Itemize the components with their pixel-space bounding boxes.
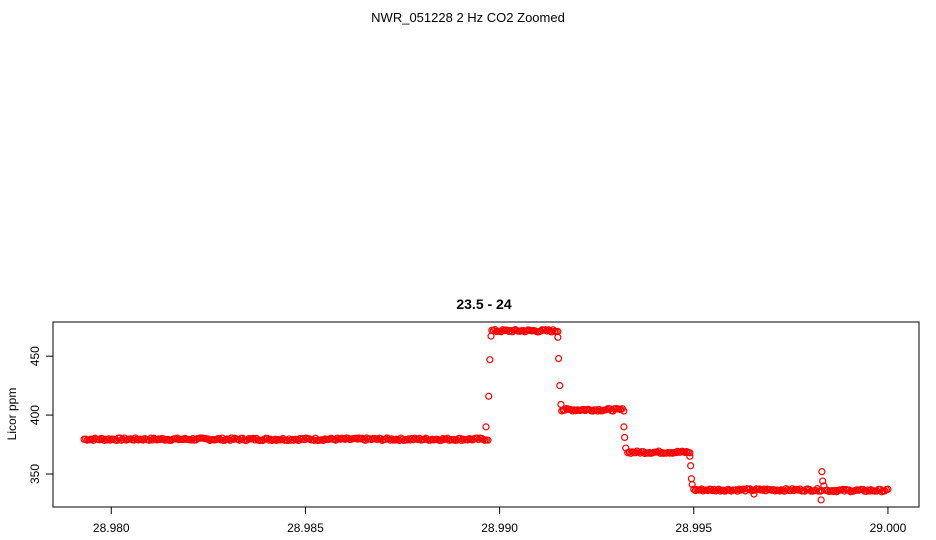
x-tick-label: 29.000: [870, 521, 907, 535]
y-axis-label: Licor ppm: [5, 388, 19, 441]
data-point: [556, 382, 564, 390]
x-tick-label: 28.995: [675, 521, 712, 535]
data-point: [681, 448, 689, 457]
data-point: [541, 326, 549, 334]
data-point: [818, 468, 826, 476]
plot-frame: [52, 321, 920, 508]
data-point: [482, 423, 490, 431]
data-point: [627, 449, 635, 457]
data-point: [819, 477, 827, 485]
data-point: [687, 462, 695, 470]
y-tick-label: 450: [28, 346, 42, 366]
y-axis: 350 400 450: [28, 346, 54, 484]
page-title: NWR_051228 2 Hz CO2 Zoomed: [371, 10, 565, 25]
data-point: [820, 482, 828, 490]
data-point: [687, 475, 696, 483]
data-point: [686, 452, 694, 460]
data-point: [884, 485, 892, 493]
data-point: [686, 449, 694, 457]
data-point: [790, 486, 798, 495]
data-point: [486, 356, 494, 364]
data-point: [733, 487, 742, 495]
data-point: [249, 434, 257, 442]
data-point: [688, 481, 696, 489]
data-point: [697, 485, 706, 493]
data-point: [620, 423, 628, 431]
data-point: [750, 490, 758, 498]
data-point: [622, 444, 630, 452]
data-point: [557, 400, 565, 409]
data-point: [621, 433, 629, 442]
data-point: [485, 392, 493, 400]
data-point: [147, 434, 155, 442]
x-tick-label: 28.990: [481, 521, 518, 535]
y-tick-label: 400: [28, 405, 42, 425]
data-point: [776, 487, 784, 495]
data-points: [80, 326, 892, 504]
data-point: [487, 332, 495, 340]
plot-title: 23.5 - 24: [456, 296, 511, 312]
x-axis: 28.980 28.985 28.990 28.995 29.000: [93, 506, 907, 535]
data-point: [710, 485, 718, 493]
data-point: [554, 333, 562, 341]
y-tick-label: 350: [28, 464, 42, 484]
x-tick-label: 28.985: [287, 521, 324, 535]
data-point: [715, 485, 723, 493]
x-tick-label: 28.980: [93, 521, 130, 535]
data-point: [620, 407, 628, 415]
data-point: [817, 496, 825, 504]
data-point: [555, 354, 563, 363]
data-point: [699, 487, 707, 495]
data-point: [437, 436, 445, 444]
data-point: [484, 436, 492, 444]
